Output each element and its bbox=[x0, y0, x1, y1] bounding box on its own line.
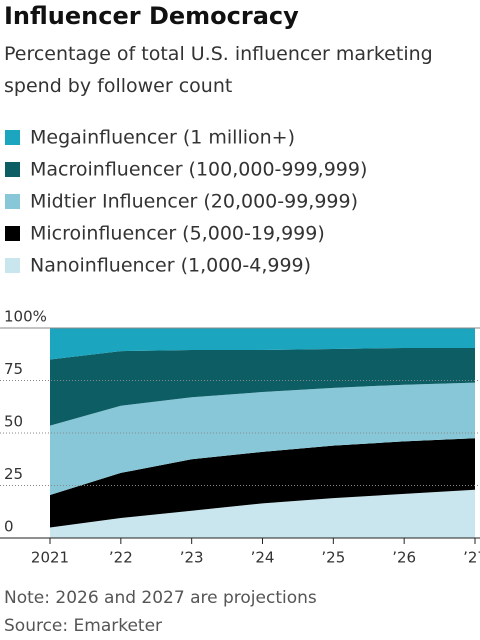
legend-label: Macroinfluencer (100,000-999,999) bbox=[30, 159, 367, 181]
legend-swatch bbox=[5, 194, 20, 209]
x-tick-label: ’25 bbox=[321, 549, 345, 567]
note: Note: 2026 and 2027 are projections bbox=[4, 588, 317, 608]
area bbox=[50, 438, 475, 528]
x-tick-label: ’23 bbox=[180, 549, 204, 567]
x-tick-label: 2021 bbox=[31, 549, 69, 567]
area bbox=[50, 347, 475, 426]
x-tick-label: ’26 bbox=[392, 549, 416, 567]
source: Source: Emarketer bbox=[4, 616, 163, 636]
area bbox=[50, 382, 475, 495]
legend-label: Megainfluencer (1 million+) bbox=[30, 127, 295, 149]
legend-swatch bbox=[5, 130, 20, 145]
legend-label: Midtier Influencer (20,000-99,999) bbox=[30, 191, 358, 213]
area bbox=[50, 328, 475, 360]
y-tick-label: 100% bbox=[4, 308, 47, 326]
y-tick-label: 50 bbox=[4, 413, 23, 431]
y-tick-label: 0 bbox=[4, 518, 14, 536]
y-tick-label: 25 bbox=[4, 465, 23, 483]
x-tick-label: ’27 bbox=[463, 549, 480, 567]
area bbox=[50, 489, 475, 538]
chart-title: Influencer Democracy bbox=[4, 2, 299, 30]
x-tick-label: ’24 bbox=[251, 549, 275, 567]
legend-swatch bbox=[5, 258, 20, 273]
legend-label: Nanoinfluencer (1,000-4,999) bbox=[30, 255, 311, 277]
legend-label: Microinfluencer (5,000-19,999) bbox=[30, 223, 325, 245]
chart-subtitle: Percentage of total U.S. influencer mark… bbox=[4, 43, 433, 97]
y-tick-label: 75 bbox=[4, 360, 23, 378]
legend-swatch bbox=[5, 162, 20, 177]
legend-swatch bbox=[5, 226, 20, 241]
x-tick-label: ’22 bbox=[109, 549, 133, 567]
